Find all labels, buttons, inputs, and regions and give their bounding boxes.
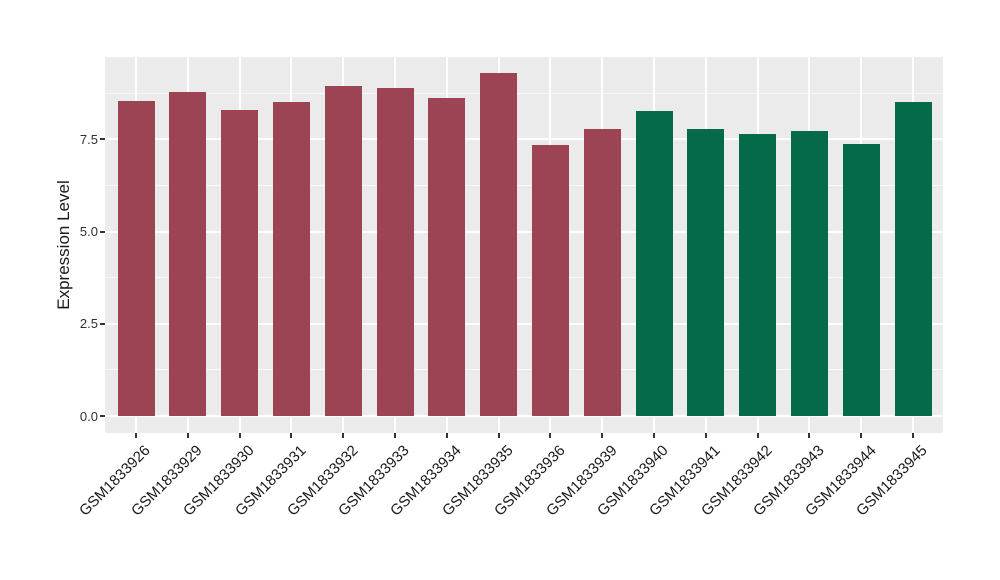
y-tick-mark — [100, 138, 105, 141]
y-tick-label: 0.0 — [79, 408, 98, 424]
gridline-major-horizontal — [105, 415, 943, 417]
x-tick-mark — [238, 433, 241, 438]
x-tick-mark — [756, 433, 759, 438]
bar-GSM1833930 — [221, 109, 259, 416]
gridline-minor-horizontal — [105, 277, 943, 279]
bar-GSM1833945 — [894, 102, 932, 416]
bar-GSM1833943 — [790, 131, 828, 416]
x-tick-mark — [808, 433, 811, 438]
gridline-minor-horizontal — [105, 369, 943, 371]
gridline-major-horizontal — [105, 138, 943, 141]
x-tick-mark — [549, 433, 552, 438]
bar-GSM1833940 — [635, 111, 673, 416]
y-axis-title: Expression Level — [54, 180, 73, 310]
bar-GSM1833936 — [531, 145, 569, 416]
x-tick-mark — [186, 433, 189, 438]
bar-GSM1833934 — [428, 98, 466, 416]
y-tick-label: 7.5 — [79, 131, 98, 147]
gridline-minor-horizontal — [105, 92, 943, 94]
gridline-major-horizontal — [105, 230, 943, 233]
y-tick-mark — [100, 322, 105, 325]
y-tick-label: 5.0 — [79, 224, 98, 239]
y-tick-label: 2.5 — [79, 316, 98, 332]
x-tick-mark — [860, 433, 863, 438]
bar-GSM1833929 — [169, 92, 207, 416]
x-tick-mark — [653, 433, 655, 438]
y-tick-mark — [100, 415, 105, 417]
bar-GSM1833939 — [583, 129, 621, 416]
bar-GSM1833942 — [739, 134, 777, 416]
x-tick-mark — [342, 433, 345, 438]
gridline-minor-horizontal — [105, 184, 943, 186]
bar-GSM1833931 — [272, 101, 310, 416]
y-tick-mark — [100, 230, 105, 233]
bar-GSM1833935 — [480, 73, 518, 416]
x-tick-mark — [912, 433, 914, 438]
bar-GSM1833944 — [842, 144, 880, 416]
bar-GSM1833941 — [687, 129, 725, 416]
x-tick-mark — [135, 433, 137, 438]
bar-GSM1833933 — [376, 87, 414, 416]
x-tick-mark — [497, 433, 500, 438]
bar-GSM1833926 — [117, 100, 155, 416]
plot-panel — [105, 57, 943, 433]
gridline-major-horizontal — [105, 322, 943, 325]
bar-GSM1833932 — [324, 85, 362, 416]
x-tick-mark — [601, 433, 604, 438]
x-tick-mark — [290, 433, 293, 438]
x-tick-mark — [394, 433, 396, 438]
x-tick-mark — [704, 433, 707, 438]
x-tick-mark — [445, 433, 448, 438]
